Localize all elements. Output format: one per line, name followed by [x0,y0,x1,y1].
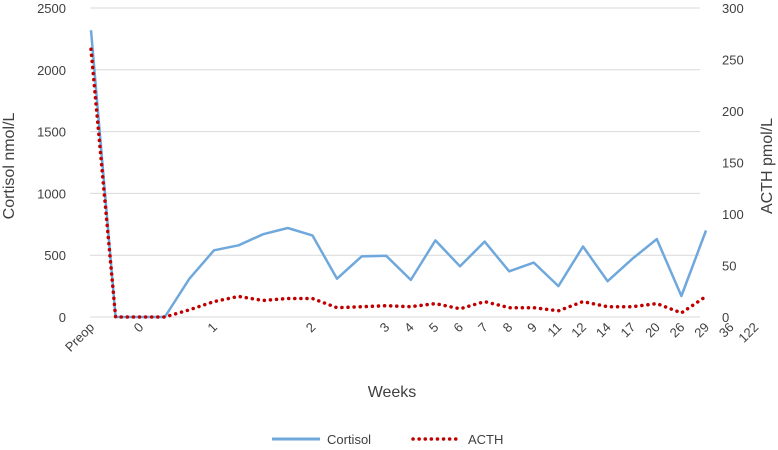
left-tick-label: 0 [59,310,66,325]
x-tick-label: 26 [667,320,688,341]
legend-label-acth: ACTH [468,432,503,447]
left-tick-label: 2000 [37,63,66,78]
right-tick-label: 200 [722,104,744,119]
x-tick-label: 12 [568,320,589,341]
x-tick-label: Preop [62,320,97,355]
right-tick-label: 150 [722,156,744,171]
x-tick-label: 5 [426,320,442,336]
x-tick-label: 11 [544,320,564,340]
left-tick-label: 1500 [37,125,66,140]
series-lines [89,30,708,319]
x-tick-label: 9 [524,320,540,336]
legend: Cortisol ACTH [272,432,503,447]
right-tick-label: 250 [722,53,744,68]
left-tick-label: 2500 [37,1,66,16]
legend-label-cortisol: Cortisol [327,432,371,447]
y-axis-right-title: ACTH pmol/L [759,118,776,214]
x-tick-label: 20 [642,320,663,341]
right-tick-label: 300 [722,1,744,16]
right-axis-ticks: 0 50 100 150 200 250 300 [722,1,744,325]
series-line-cortisol [89,30,708,319]
gridlines [90,7,700,318]
x-tick-label: 29 [691,320,712,341]
left-tick-label: 500 [44,248,66,263]
x-tick-label: 8 [500,320,516,336]
right-tick-label: 50 [722,259,736,274]
x-tick-label: 3 [377,320,393,336]
left-tick-label: 1000 [37,186,66,201]
right-tick-label: 100 [722,207,744,222]
series-line-acth [89,47,708,319]
y-axis-left-title: Cortisol nmol/L [1,113,18,220]
x-tick-label: 7 [475,320,491,336]
x-tick-label: 122 [735,320,761,346]
x-tick-label: 4 [401,320,417,336]
x-tick-label: 1 [204,320,220,336]
right-tick-label: 0 [722,310,729,325]
x-tick-label: 0 [131,320,147,336]
x-tick-label: 36 [716,320,737,341]
x-tick-label: 17 [617,320,638,341]
x-tick-label: 14 [593,320,614,341]
x-axis-title: Weeks [368,384,417,401]
left-axis-ticks: 0 500 1000 1500 2000 2500 [37,1,66,325]
x-tick-label: 2 [303,320,319,336]
x-tick-label: 6 [450,320,466,336]
